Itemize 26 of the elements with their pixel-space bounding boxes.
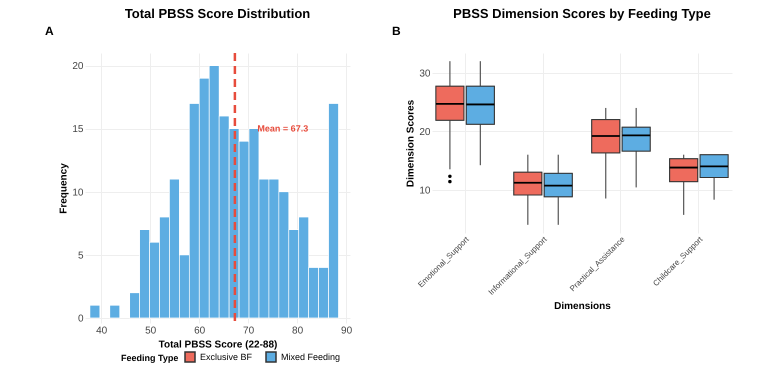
x-tick-label: 80 — [292, 326, 304, 336]
y-tick-label: 10 — [419, 185, 431, 196]
annotation: Mean = 67.3 — [257, 124, 308, 134]
x-tick-label: 70 — [243, 326, 255, 336]
text: A — [45, 24, 54, 38]
legend-label: Exclusive BF — [200, 352, 253, 362]
x-tick-label: 60 — [194, 326, 206, 336]
y-tick-label: 20 — [72, 61, 84, 72]
x-tick-label: 50 — [145, 326, 157, 336]
x-tick-label: 90 — [341, 326, 353, 336]
y-tick-label: 10 — [72, 187, 84, 198]
x-axis-title: Dimensions — [554, 300, 612, 312]
y-tick-label: 30 — [419, 68, 431, 80]
x-axis-title: Total PBSS Score (22-88) — [158, 340, 278, 350]
y-axis-title: Dimension Scores — [405, 99, 416, 188]
text: B — [392, 24, 401, 38]
y-tick-label: 0 — [78, 313, 84, 324]
y-tick-label: 20 — [419, 126, 431, 138]
y-tick-label: 5 — [78, 250, 84, 262]
y-axis-title: Frequency — [58, 162, 70, 214]
legend-title: Feeding Type — [121, 353, 178, 363]
chart-title: PBSS Dimension Scores by Feeding Type — [453, 6, 711, 21]
y-tick-label: 15 — [72, 124, 84, 136]
chart-title: Total PBSS Score Distribution — [124, 6, 310, 21]
x-tick-label: 40 — [96, 326, 108, 336]
legend-label: Mixed Feeding — [281, 352, 340, 362]
